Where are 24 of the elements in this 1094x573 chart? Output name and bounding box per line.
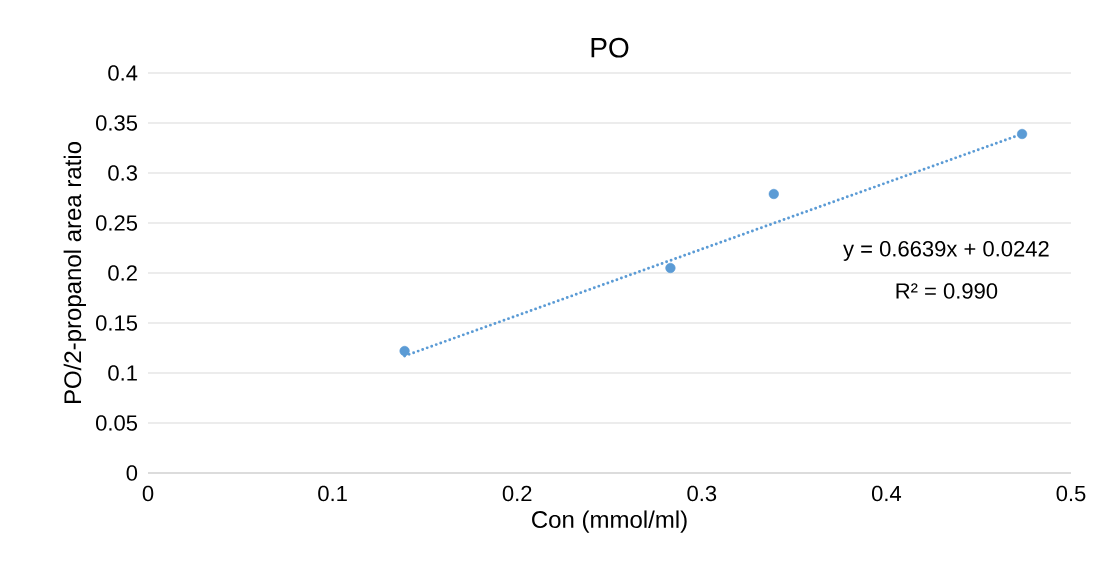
x-tick-label: 0 [142,485,154,502]
x-tick-label: 0.3 [687,485,717,502]
y-tick-label: 0.2 [108,265,137,281]
point [399,345,410,357]
y-tick-label: 0 [126,465,138,481]
y-tick-label: 0.25 [96,215,138,231]
annotation: y = 0.6639x + 0.0242 [843,241,1049,261]
chart-title: PO [591,37,629,58]
point [768,188,779,200]
y-tick-label: 0.3 [108,165,137,181]
y-axis-title: PO/2-propanol area ratio [63,141,86,404]
x-tick-label: 0.1 [318,485,347,502]
x-tick-label: 0.5 [1056,485,1086,502]
y-tick-label: 0.4 [108,65,138,81]
y-tick-label: 0.1 [108,365,137,381]
x-tick-label: 0.2 [502,485,532,502]
y-tick-label: 0.15 [96,315,138,331]
x-tick-label: 0.4 [871,485,902,502]
point [665,262,676,274]
y-tick-label: 0.05 [96,415,138,431]
y-tick-label: 0.35 [96,115,138,131]
annotation: R² = 0.990 [896,283,998,299]
point [1017,128,1028,140]
x-axis-title: Con (mmol/ml) [532,510,687,533]
